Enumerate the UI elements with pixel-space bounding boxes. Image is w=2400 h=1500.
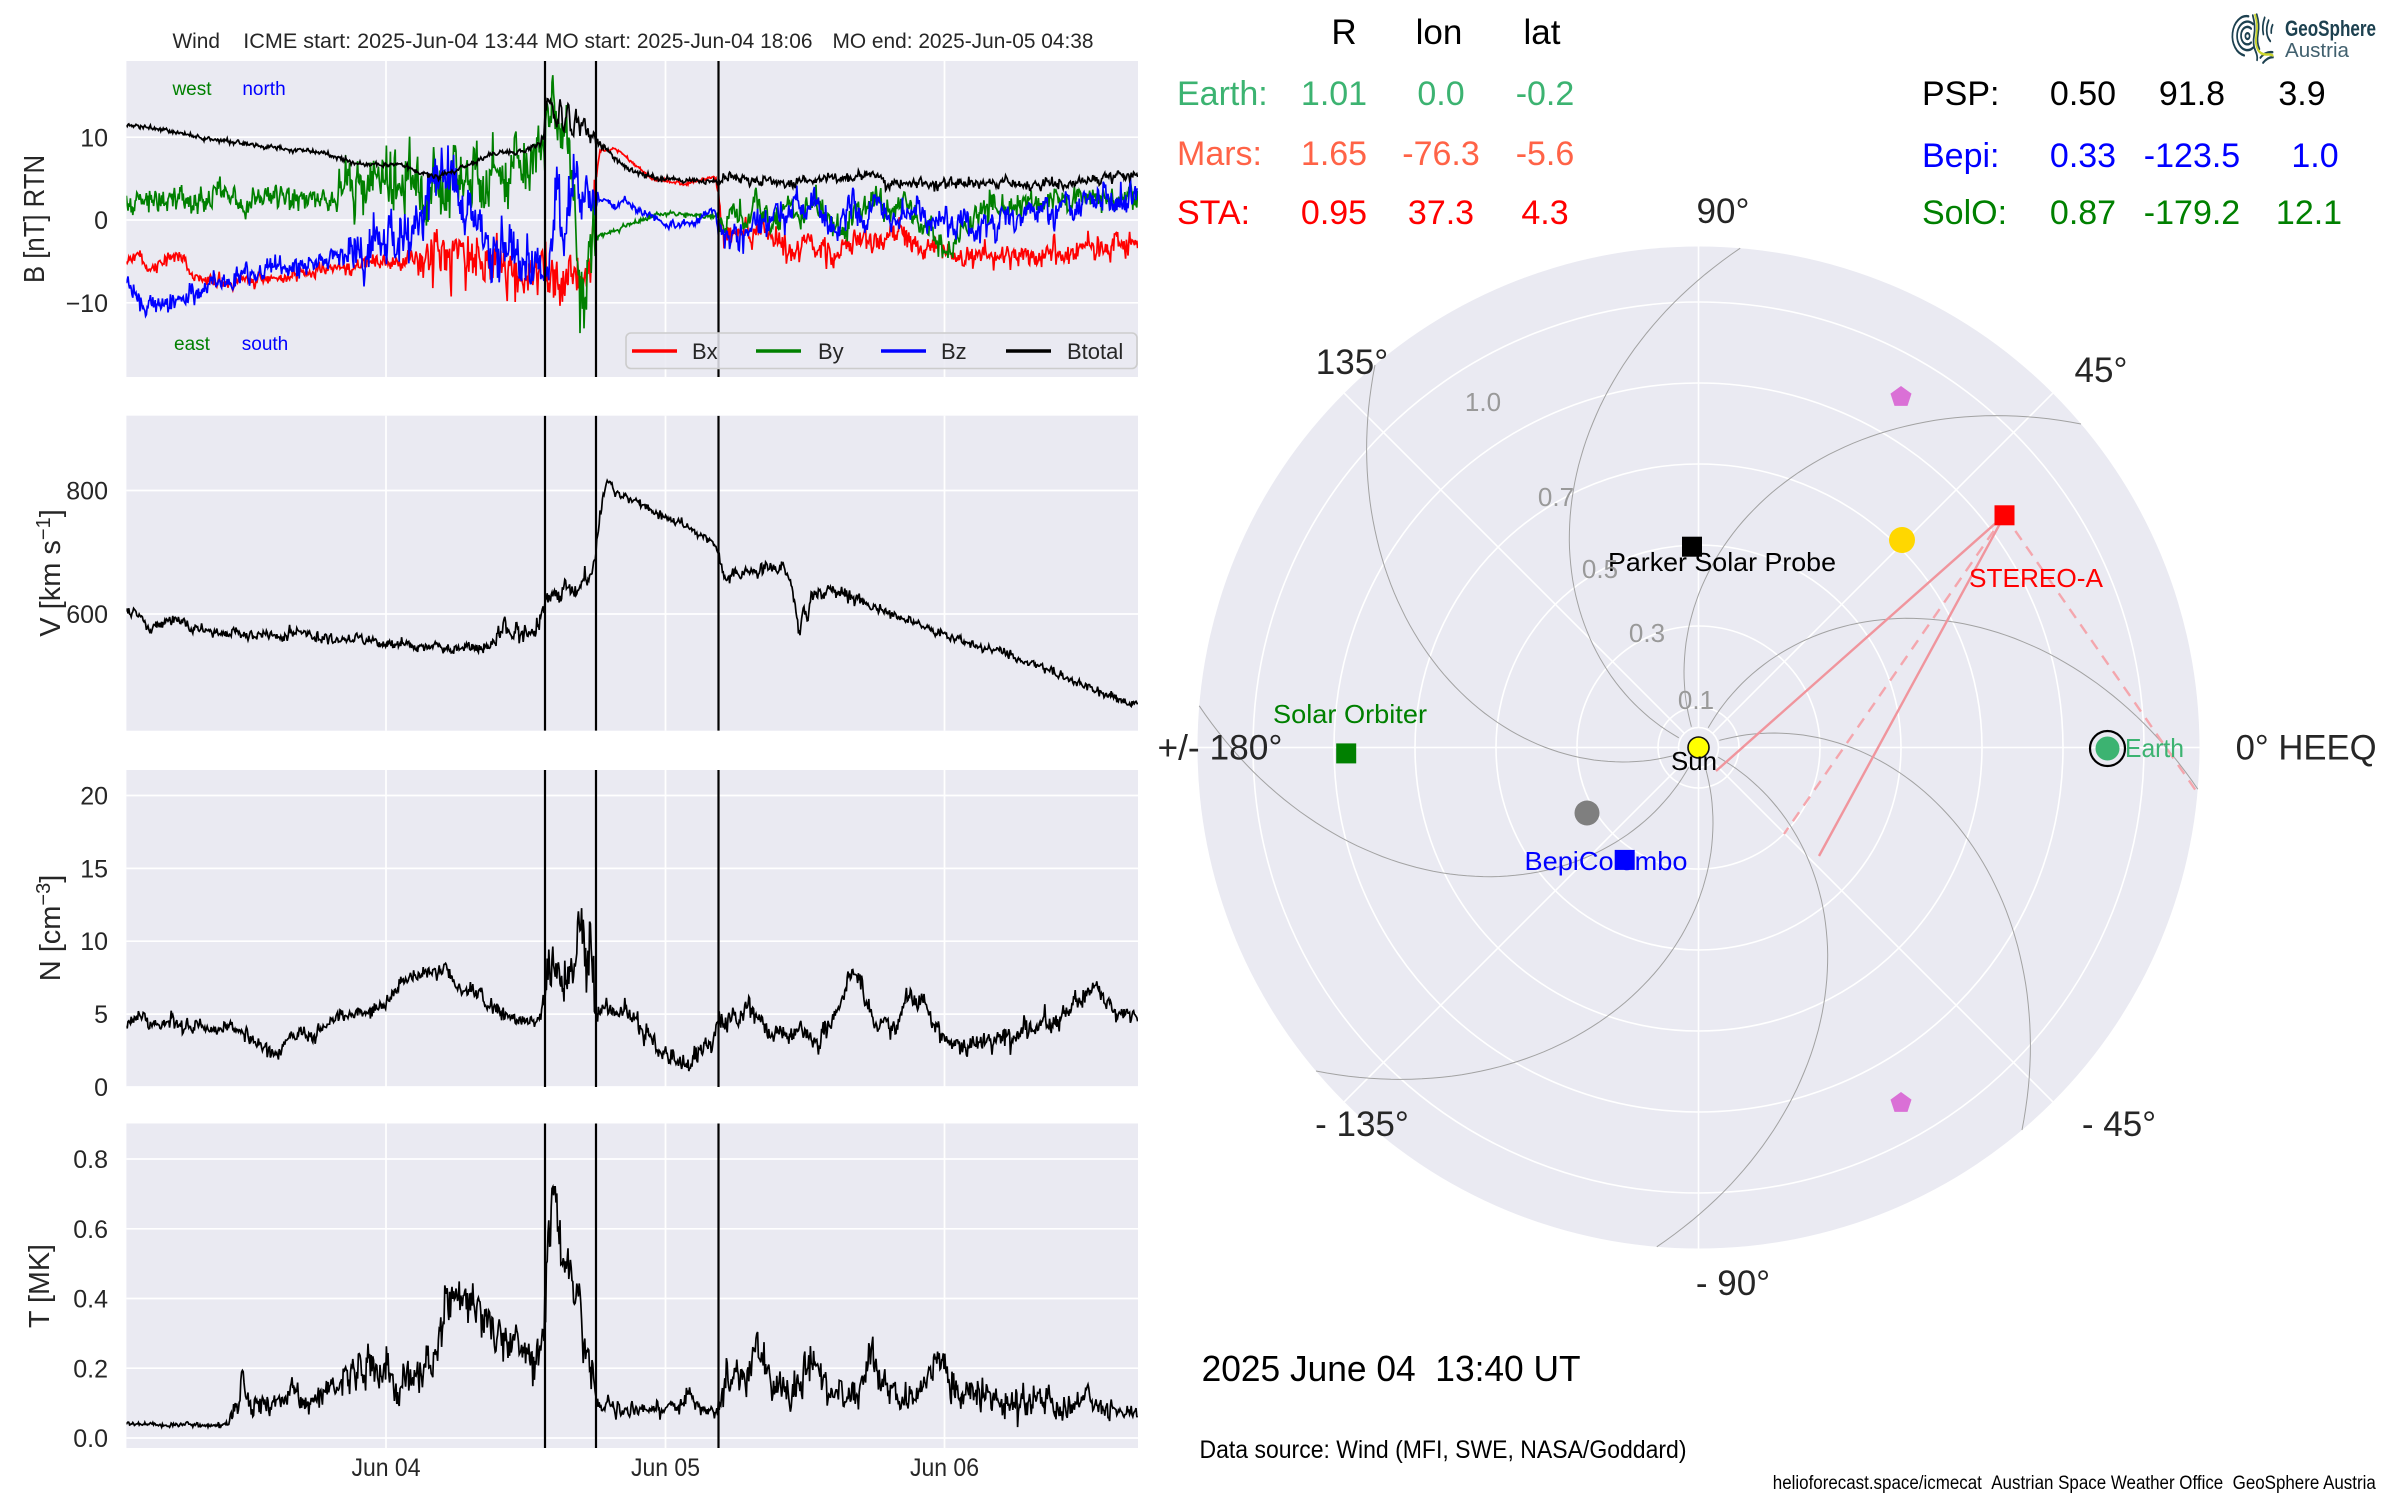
- svg-text:Earth: Earth: [2125, 733, 2184, 763]
- svg-text:Parker Solar Probe: Parker Solar Probe: [1608, 547, 1836, 577]
- svg-text:By: By: [818, 339, 844, 364]
- svg-text:-0.2: -0.2: [1516, 75, 1575, 113]
- svg-text:+/- 180°: +/- 180°: [1158, 729, 1283, 768]
- svg-text:37.3: 37.3: [1408, 194, 1474, 232]
- svg-text:0.4: 0.4: [73, 1286, 108, 1314]
- svg-text:0.7: 0.7: [1538, 482, 1574, 512]
- svg-text:Jun 04: Jun 04: [352, 1454, 421, 1482]
- svg-text:1.65: 1.65: [1301, 135, 1367, 173]
- svg-text:20: 20: [80, 783, 108, 811]
- svg-text:Bz: Bz: [941, 339, 967, 364]
- svg-text:MO start: 2025-Jun-04 18:06: MO start: 2025-Jun-04 18:06: [545, 29, 813, 53]
- svg-text:800: 800: [66, 478, 108, 506]
- svg-text:135°: 135°: [1316, 343, 1388, 382]
- svg-text:45°: 45°: [2075, 351, 2128, 390]
- svg-text:1.01: 1.01: [1301, 75, 1367, 113]
- svg-text:- 45°: - 45°: [2082, 1105, 2156, 1144]
- svg-text:Bx: Bx: [692, 339, 718, 364]
- svg-text:STA:: STA:: [1177, 194, 1250, 232]
- svg-text:Earth:: Earth:: [1177, 75, 1268, 113]
- svg-text:1.0: 1.0: [1465, 387, 1501, 417]
- svg-text:Mars:: Mars:: [1177, 135, 1262, 173]
- svg-text:Jun 05: Jun 05: [631, 1454, 700, 1482]
- svg-text:91.8: 91.8: [2159, 75, 2225, 113]
- svg-text:B [nT] RTN: B [nT] RTN: [19, 155, 51, 283]
- svg-text:Sun: Sun: [1671, 746, 1717, 776]
- svg-text:0.2: 0.2: [73, 1355, 108, 1383]
- svg-text:PSP:: PSP:: [1922, 75, 1999, 113]
- svg-text:Data source: Wind (MFI, SWE, N: Data source: Wind (MFI, SWE, NASA/Goddar…: [1200, 1436, 1687, 1464]
- svg-text:lon: lon: [1416, 13, 1463, 52]
- svg-text:Jun 06: Jun 06: [910, 1454, 979, 1482]
- svg-text:0.5: 0.5: [1582, 554, 1618, 584]
- svg-text:4.3: 4.3: [1521, 194, 1568, 232]
- svg-text:0: 0: [94, 207, 108, 235]
- svg-text:Btotal: Btotal: [1067, 339, 1123, 364]
- svg-text:Wind: Wind: [173, 29, 221, 53]
- svg-text:10: 10: [80, 928, 108, 956]
- svg-text:600: 600: [66, 601, 108, 629]
- svg-text:12.1: 12.1: [2276, 194, 2342, 232]
- svg-text:-5.6: -5.6: [1516, 135, 1575, 173]
- svg-text:Solar Orbiter: Solar Orbiter: [1273, 699, 1427, 729]
- svg-text:- 135°: - 135°: [1315, 1105, 1409, 1144]
- svg-text:0.1: 0.1: [1678, 685, 1714, 715]
- svg-text:0.50: 0.50: [2050, 75, 2116, 113]
- svg-text:MO end: 2025-Jun-05 04:38: MO end: 2025-Jun-05 04:38: [833, 29, 1094, 53]
- svg-text:-123.5: -123.5: [2144, 137, 2240, 175]
- svg-text:lat: lat: [1524, 13, 1561, 52]
- svg-text:T [MK]: T [MK]: [24, 1244, 56, 1328]
- svg-text:Austria: Austria: [2285, 40, 2350, 62]
- svg-text:0.8: 0.8: [73, 1146, 108, 1174]
- svg-text:−10: −10: [66, 290, 108, 318]
- svg-text:east: east: [174, 334, 211, 355]
- svg-text:- 90°: - 90°: [1696, 1264, 1770, 1303]
- svg-text:0.33: 0.33: [2050, 137, 2116, 175]
- svg-text:0: 0: [94, 1074, 108, 1102]
- svg-text:0.3: 0.3: [1629, 618, 1665, 648]
- svg-text:0° HEEQ: 0° HEEQ: [2236, 729, 2377, 768]
- svg-text:west: west: [171, 79, 212, 100]
- svg-text:GeoSphere: GeoSphere: [2285, 16, 2376, 41]
- svg-text:0.0: 0.0: [1417, 75, 1464, 113]
- svg-text:0.95: 0.95: [1301, 194, 1367, 232]
- svg-text:5: 5: [94, 1001, 108, 1029]
- svg-text:SolO:: SolO:: [1922, 194, 2007, 232]
- svg-text:-76.3: -76.3: [1402, 135, 1480, 173]
- svg-text:helioforecast.space/icmecat A: helioforecast.space/icmecat Austrian Spa…: [1773, 1473, 2376, 1494]
- svg-text:R: R: [1331, 13, 1356, 52]
- svg-text:0.6: 0.6: [73, 1216, 108, 1244]
- svg-text:0.0: 0.0: [73, 1425, 108, 1453]
- svg-text:-179.2: -179.2: [2144, 194, 2240, 232]
- svg-text:1.0: 1.0: [2291, 137, 2338, 175]
- svg-text:south: south: [242, 334, 288, 355]
- svg-text:north: north: [242, 79, 285, 100]
- svg-text:90°: 90°: [1697, 192, 1750, 231]
- svg-text:ICME start: 2025-Jun-04 13:44: ICME start: 2025-Jun-04 13:44: [243, 29, 538, 53]
- svg-text:3.9: 3.9: [2278, 75, 2325, 113]
- svg-text:2025 June 04 13:40 UT: 2025 June 04 13:40 UT: [1202, 1348, 1581, 1389]
- svg-text:STEREO-A: STEREO-A: [1969, 563, 2104, 593]
- svg-text:15: 15: [80, 855, 108, 883]
- svg-text:0.87: 0.87: [2050, 194, 2116, 232]
- svg-text:10: 10: [80, 124, 108, 152]
- svg-text:Bepi:: Bepi:: [1922, 137, 2000, 175]
- svg-text:BepiColombo: BepiColombo: [1525, 846, 1688, 876]
